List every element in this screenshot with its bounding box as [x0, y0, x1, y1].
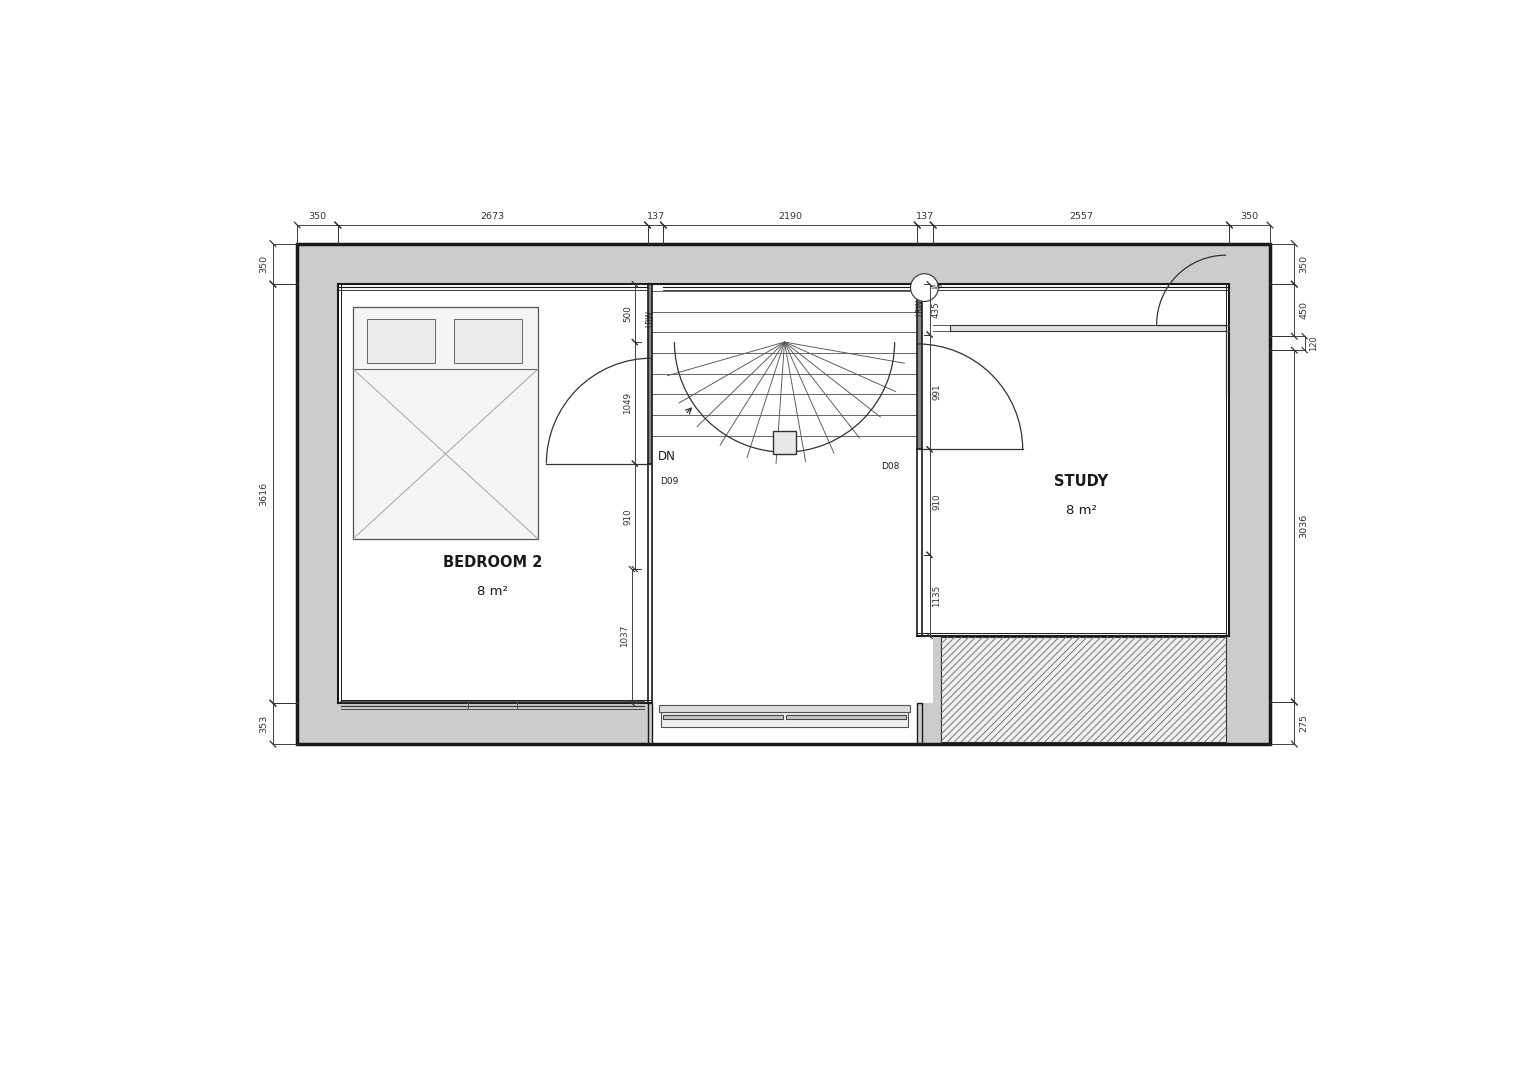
Bar: [298, 244, 1270, 744]
Text: 350: 350: [260, 255, 267, 273]
Bar: [662, 713, 908, 727]
Text: 910: 910: [623, 508, 633, 525]
Text: 450: 450: [1299, 301, 1308, 320]
Bar: [773, 431, 796, 455]
Text: 350: 350: [1241, 213, 1259, 221]
Bar: [950, 325, 1225, 332]
Text: 1037: 1037: [620, 625, 630, 647]
Text: 3036: 3036: [1299, 514, 1308, 538]
Text: 1135: 1135: [932, 584, 941, 607]
Text: 353: 353: [260, 715, 267, 732]
Circle shape: [911, 273, 938, 301]
Text: 2190: 2190: [778, 213, 802, 221]
Bar: [917, 284, 921, 449]
Text: 2673: 2673: [481, 213, 504, 221]
Text: 275: 275: [1299, 714, 1308, 732]
Bar: [367, 319, 435, 363]
Bar: [941, 637, 1225, 742]
Text: 8 m²: 8 m²: [1067, 503, 1097, 516]
Bar: [298, 244, 1270, 744]
Text: SVP: SVP: [931, 285, 943, 291]
Bar: [648, 284, 934, 703]
Bar: [353, 308, 538, 539]
Text: 500: 500: [623, 305, 633, 322]
Bar: [663, 715, 784, 719]
Bar: [785, 715, 906, 719]
Text: 137: 137: [646, 213, 665, 221]
Bar: [338, 284, 648, 703]
Text: STUDY: STUDY: [1054, 474, 1108, 488]
Text: DN: DN: [657, 450, 675, 463]
Text: 435: 435: [932, 301, 941, 318]
Text: D09: D09: [660, 476, 678, 486]
Bar: [648, 703, 652, 744]
Bar: [934, 284, 1230, 636]
Text: 137: 137: [917, 213, 934, 221]
Text: 1049: 1049: [623, 392, 633, 414]
Text: LRW: LRW: [915, 299, 924, 315]
Bar: [648, 284, 652, 463]
Text: 910: 910: [932, 494, 941, 511]
Text: 3616: 3616: [260, 482, 267, 505]
Text: 991: 991: [932, 383, 941, 401]
Bar: [652, 703, 917, 744]
Text: 120: 120: [1309, 336, 1319, 351]
Text: 2557: 2557: [1070, 213, 1093, 221]
Text: 8 m²: 8 m²: [477, 584, 509, 597]
Text: BEDROOM 2: BEDROOM 2: [443, 555, 542, 570]
Text: LRW: LRW: [645, 310, 654, 327]
Text: 350: 350: [309, 213, 327, 221]
Text: D08: D08: [882, 462, 900, 471]
Bar: [917, 703, 921, 744]
Text: 350: 350: [1299, 255, 1308, 273]
Bar: [454, 319, 523, 363]
Bar: [659, 705, 911, 713]
